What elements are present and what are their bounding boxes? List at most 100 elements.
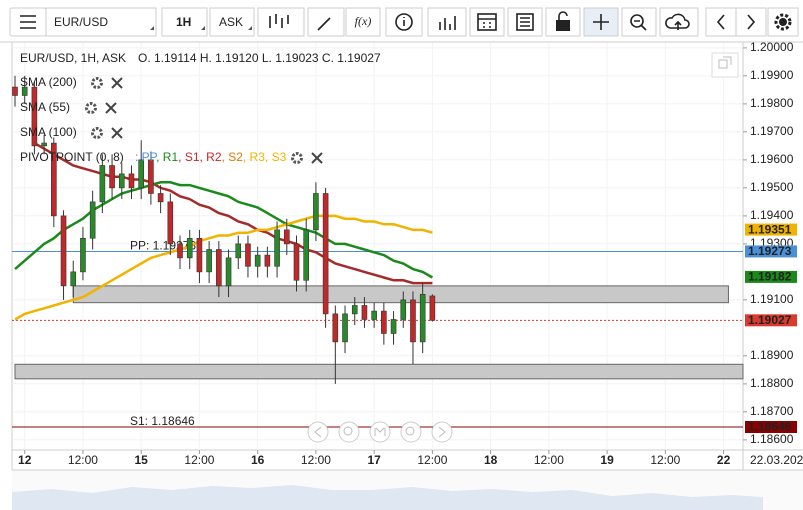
x-tick-label: 22 xyxy=(717,453,731,467)
x-tick-label: 16 xyxy=(251,453,265,467)
price-type: ASK xyxy=(219,15,243,29)
popout-button[interactable] xyxy=(711,52,739,78)
menu-button[interactable] xyxy=(9,7,47,37)
nav-back[interactable] xyxy=(307,421,329,443)
candle-body xyxy=(225,257,232,287)
candle-body xyxy=(235,243,242,259)
candle-body xyxy=(186,237,193,259)
nav-zoom-out[interactable] xyxy=(338,421,360,443)
symbol-select[interactable]: EUR/USD xyxy=(45,7,157,37)
info-button[interactable] xyxy=(385,7,423,37)
pivot-level: , S3 xyxy=(265,150,287,164)
pivot-name: PIVOTPOINT (0, 8) xyxy=(20,150,124,164)
price-badge-label: 1.19027 xyxy=(748,313,792,327)
candle-body xyxy=(99,165,106,203)
candle-body xyxy=(128,173,135,189)
candle-body xyxy=(390,319,397,334)
price-badge-label: 1.18646 xyxy=(748,420,792,434)
pivot-level: , S2 xyxy=(222,150,244,164)
draw-button[interactable] xyxy=(307,7,345,37)
candle-body xyxy=(371,310,377,320)
timeframe-select[interactable]: 1H xyxy=(161,7,208,37)
candle-body xyxy=(283,229,290,245)
y-tick-label: 1.18900 xyxy=(750,348,794,362)
news-button[interactable] xyxy=(507,7,543,37)
nav-reset[interactable] xyxy=(369,421,391,443)
y-tick-label: 1.18800 xyxy=(750,376,794,390)
crosshair-button[interactable] xyxy=(583,7,619,37)
pivot-level: , R1 xyxy=(156,150,178,164)
plot-area: 1.20000 1.19900 1.19800 1.19700 1.19600 1.195… xyxy=(11,40,803,470)
timeframe: 1H xyxy=(176,15,191,29)
nav-controls xyxy=(307,421,453,443)
price-badge-label: 1.19351 xyxy=(748,222,792,236)
candle-body xyxy=(31,86,38,147)
legend-entry: SMA (100) xyxy=(20,125,77,139)
remove-icon xyxy=(111,127,123,139)
prev-button[interactable] xyxy=(705,7,737,37)
y-tick-label: 1.19500 xyxy=(750,180,794,194)
bars-button[interactable] xyxy=(427,7,467,37)
x-tick-label: 12:00 xyxy=(68,453,98,467)
pivot-levels: : PP, R1, S1, R2, S2, R3, S3 xyxy=(135,150,287,164)
candle-body xyxy=(80,237,86,273)
candle-body xyxy=(313,193,319,231)
candle-body xyxy=(322,193,329,315)
x-tick-label: 12:00 xyxy=(650,453,680,467)
candle-body xyxy=(51,142,57,217)
candle-body xyxy=(254,254,261,267)
y-axis-bg xyxy=(743,42,803,448)
candle-body xyxy=(167,201,174,245)
symbol: EUR/USD xyxy=(54,15,108,29)
indicator-button[interactable]: f(x) xyxy=(345,7,381,37)
chart-type-button[interactable] xyxy=(257,7,305,37)
y-tick-label: 1.19100 xyxy=(750,292,794,306)
price-badge xyxy=(745,421,797,433)
candle-body xyxy=(245,243,251,267)
settings-icon xyxy=(91,127,103,139)
candle-body xyxy=(342,313,348,343)
calendar-button[interactable] xyxy=(469,7,505,37)
candle-body xyxy=(138,159,144,189)
candle-body xyxy=(410,299,416,343)
candle-body xyxy=(206,249,212,273)
settings-button[interactable] xyxy=(767,7,799,37)
legend-entry: SMA (55) xyxy=(20,100,70,114)
y-tick-label: 1.19700 xyxy=(750,124,794,138)
candle-body xyxy=(264,254,271,267)
nav-forward[interactable] xyxy=(431,421,453,443)
toolbar: EUR/USD 1H ASK f(x) xyxy=(0,0,803,43)
x-tick-label: 12 xyxy=(18,453,32,467)
candle-body xyxy=(429,295,436,321)
ohlc-info: O. 1.19114 H. 1.19120 L. 1.19023 C. 1.19… xyxy=(138,51,381,65)
sma-line xyxy=(14,181,434,279)
next-button[interactable] xyxy=(735,7,767,37)
remove-icon xyxy=(111,77,123,89)
date-label: 22.03.2021 xyxy=(750,453,803,467)
candle-body xyxy=(332,313,339,343)
candle-body xyxy=(41,142,47,147)
price-badge xyxy=(745,245,797,258)
candle-body xyxy=(303,229,310,281)
candle-body xyxy=(274,229,280,267)
y-tick-label: 1.19900 xyxy=(750,68,794,82)
price-type-select[interactable]: ASK xyxy=(209,7,255,37)
candle-body xyxy=(361,305,368,320)
price-badge-label: 1.19182 xyxy=(748,270,792,284)
zoom-button[interactable] xyxy=(621,7,657,37)
candle-body xyxy=(400,299,407,320)
sma-line xyxy=(14,214,433,321)
pivot-level: , R2 xyxy=(200,150,222,164)
candle-body xyxy=(12,86,18,96)
x-tick-label: 19 xyxy=(600,453,614,467)
price-badge xyxy=(745,223,797,236)
candle-body xyxy=(21,86,28,96)
y-tick-label: 1.18600 xyxy=(750,432,794,446)
y-tick-label: 1.18700 xyxy=(750,404,794,418)
nav-zoom-in[interactable] xyxy=(400,421,422,443)
upload-button[interactable] xyxy=(659,7,699,37)
lock-button[interactable] xyxy=(545,7,581,37)
candle-body xyxy=(60,215,67,287)
